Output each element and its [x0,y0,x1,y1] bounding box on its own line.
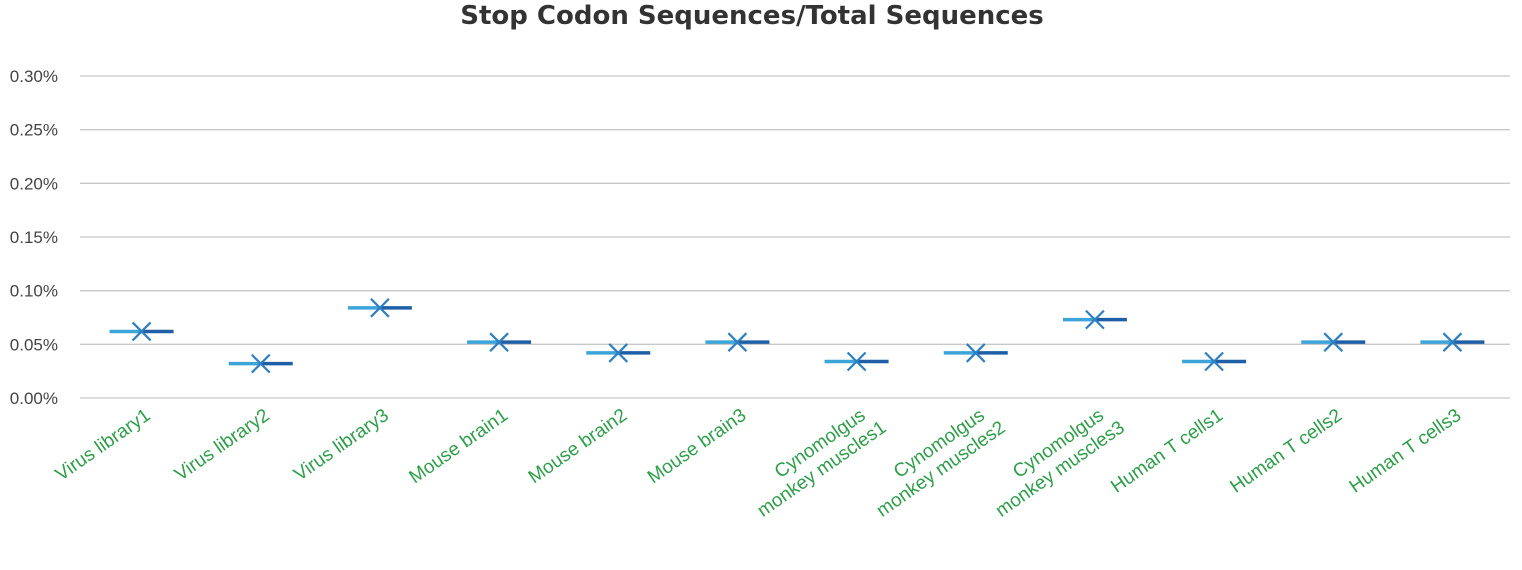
x-tick-label: Virus library2 [171,405,274,486]
mean-marker-stroke [1085,309,1105,330]
mean-marker-stroke [608,343,629,363]
x-tick-label: Cynomolgusmonkey muscles1 [741,399,890,521]
x-tick-label: Virus library3 [290,405,393,486]
x-tick-label: Cynomolgusmonkey muscles2 [860,399,1009,521]
x-tick-label: Human T cells3 [1346,405,1466,498]
mean-marker-stroke [1442,332,1463,352]
data-point [467,332,532,352]
x-tick-label: Human T cells1 [1107,405,1227,498]
mean-marker-stroke [489,332,509,352]
chart-title: Stop Codon Sequences/Total Sequences [460,1,1044,31]
mean-marker-stroke [1204,351,1224,372]
y-tick-label: 0.25% [10,121,58,140]
mean-marker-stroke [1323,332,1344,352]
data-point [228,353,293,374]
x-tick-label: Human T cells2 [1227,405,1347,498]
mean-marker-stroke [250,353,271,374]
mean-marker-stroke [965,343,986,363]
x-tick-label: Mouse brain1 [406,405,512,488]
mean-marker-stroke [131,321,152,342]
data-point [1062,309,1127,330]
data-point [1301,332,1366,352]
y-tick-label: 0.20% [10,174,58,193]
data-point [705,332,770,352]
data-point [824,351,889,372]
x-tick-label: Mouse brain2 [525,405,631,488]
gridlines [80,75,1510,399]
data-point [1182,351,1247,372]
data-point [109,321,174,342]
data-point [347,298,412,318]
mean-marker-stroke [846,351,867,372]
y-tick-label: 0.10% [10,282,58,301]
x-tick-label: Virus library1 [52,405,155,486]
data-point [1420,332,1485,352]
y-axis-ticks: 0.00% 0.05% 0.10% 0.15% 0.20% 0.25% 0.30% [10,67,58,408]
data-marks [109,298,1485,374]
data-point [943,343,1008,363]
x-axis-labels: Virus library1 Virus library2 Virus librar… [52,399,1466,522]
x-tick-label: Mouse brain3 [644,405,750,488]
mean-marker-stroke [727,332,748,352]
data-point [586,343,651,363]
y-tick-label: 0.00% [10,389,58,408]
mean-marker-stroke [370,298,390,318]
y-tick-label: 0.30% [10,67,58,86]
y-tick-label: 0.15% [10,228,58,247]
y-tick-label: 0.05% [10,335,58,354]
x-tick-label: Cynomolgusmonkey muscles3 [979,399,1128,521]
